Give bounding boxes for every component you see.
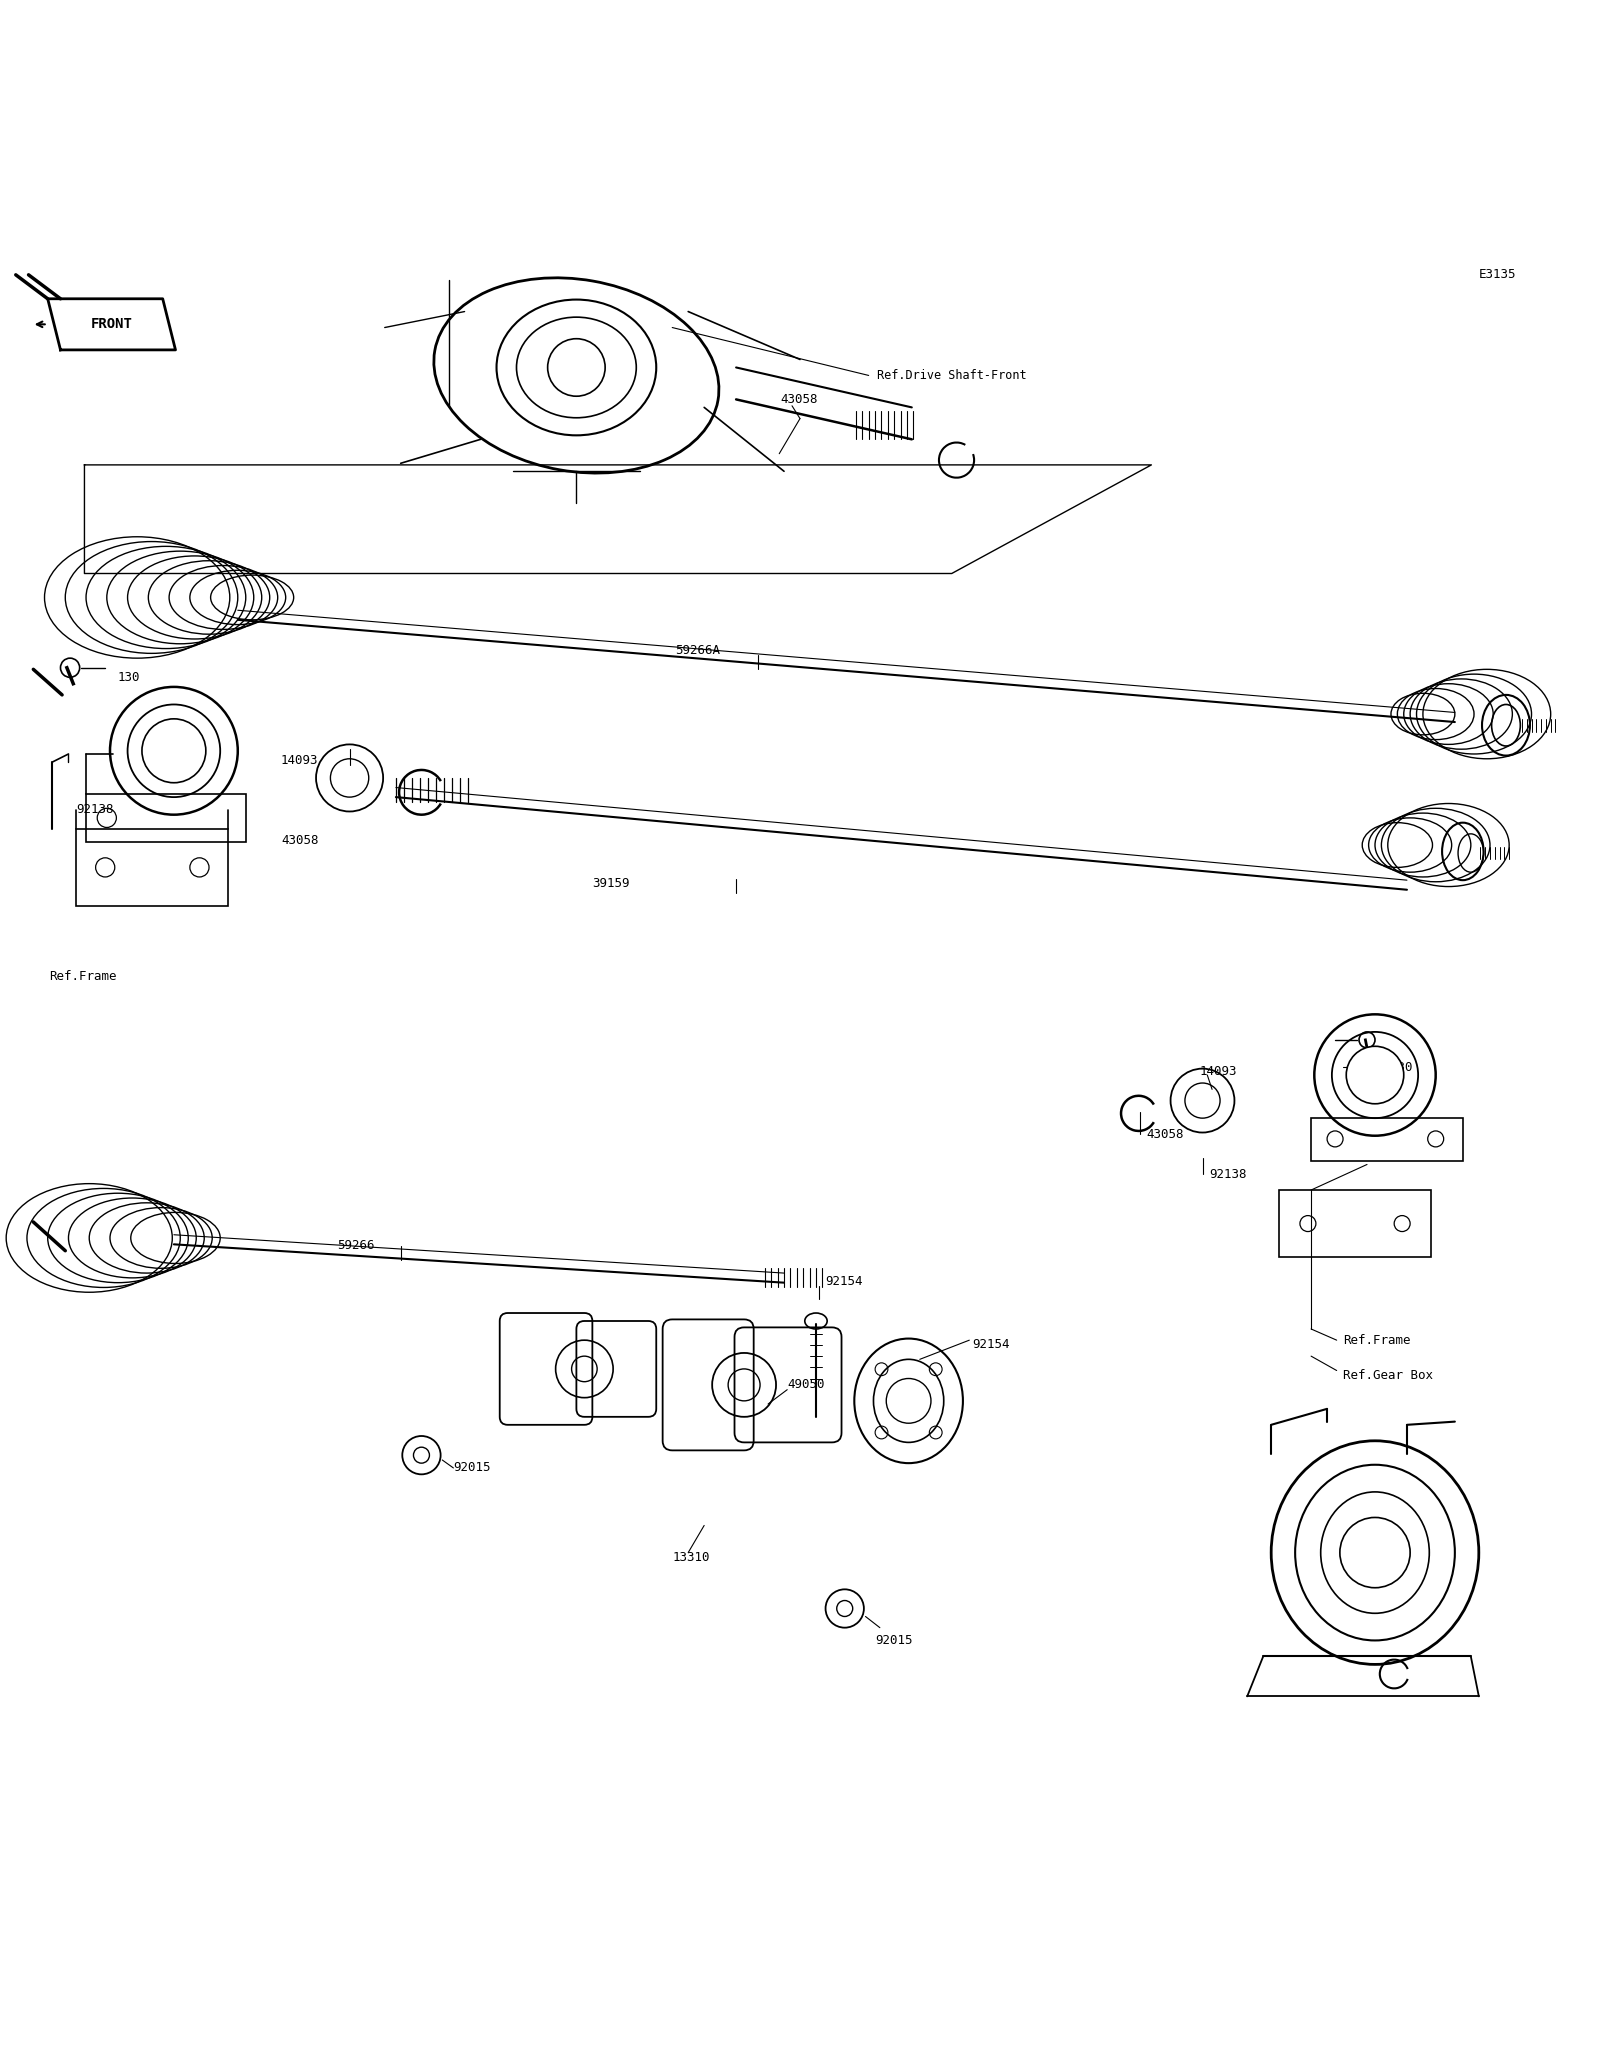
Text: Ref.Frame: Ref.Frame xyxy=(50,969,117,982)
Text: 13310: 13310 xyxy=(672,1550,710,1565)
Text: E3135: E3135 xyxy=(1478,269,1517,281)
Circle shape xyxy=(142,719,206,783)
Text: 43058: 43058 xyxy=(1147,1129,1184,1141)
Text: 43058: 43058 xyxy=(282,833,318,847)
Text: 92154: 92154 xyxy=(973,1339,1010,1352)
Text: FRONT: FRONT xyxy=(91,318,133,331)
Text: 92015: 92015 xyxy=(875,1633,912,1647)
Text: 14093: 14093 xyxy=(282,754,318,767)
Text: Ref.Drive Shaft-Front: Ref.Drive Shaft-Front xyxy=(877,368,1026,382)
Text: 14093: 14093 xyxy=(1200,1065,1237,1079)
Text: 43058: 43058 xyxy=(781,393,818,405)
Text: 39159: 39159 xyxy=(592,876,630,891)
Text: 130: 130 xyxy=(118,672,141,684)
Circle shape xyxy=(1346,1046,1403,1104)
Text: 92138: 92138 xyxy=(77,804,114,816)
Text: 92138: 92138 xyxy=(1210,1168,1246,1180)
Circle shape xyxy=(547,339,605,397)
Text: Ref.Frame: Ref.Frame xyxy=(1342,1333,1411,1348)
Polygon shape xyxy=(48,300,176,349)
Text: 92154: 92154 xyxy=(826,1275,862,1288)
Text: 59266A: 59266A xyxy=(675,643,720,657)
Text: 92015: 92015 xyxy=(453,1461,491,1474)
Text: Ref.Gear Box: Ref.Gear Box xyxy=(1342,1368,1434,1383)
Text: 49050: 49050 xyxy=(787,1379,824,1391)
Text: 130: 130 xyxy=(1390,1060,1413,1073)
Text: 59266: 59266 xyxy=(338,1240,374,1253)
